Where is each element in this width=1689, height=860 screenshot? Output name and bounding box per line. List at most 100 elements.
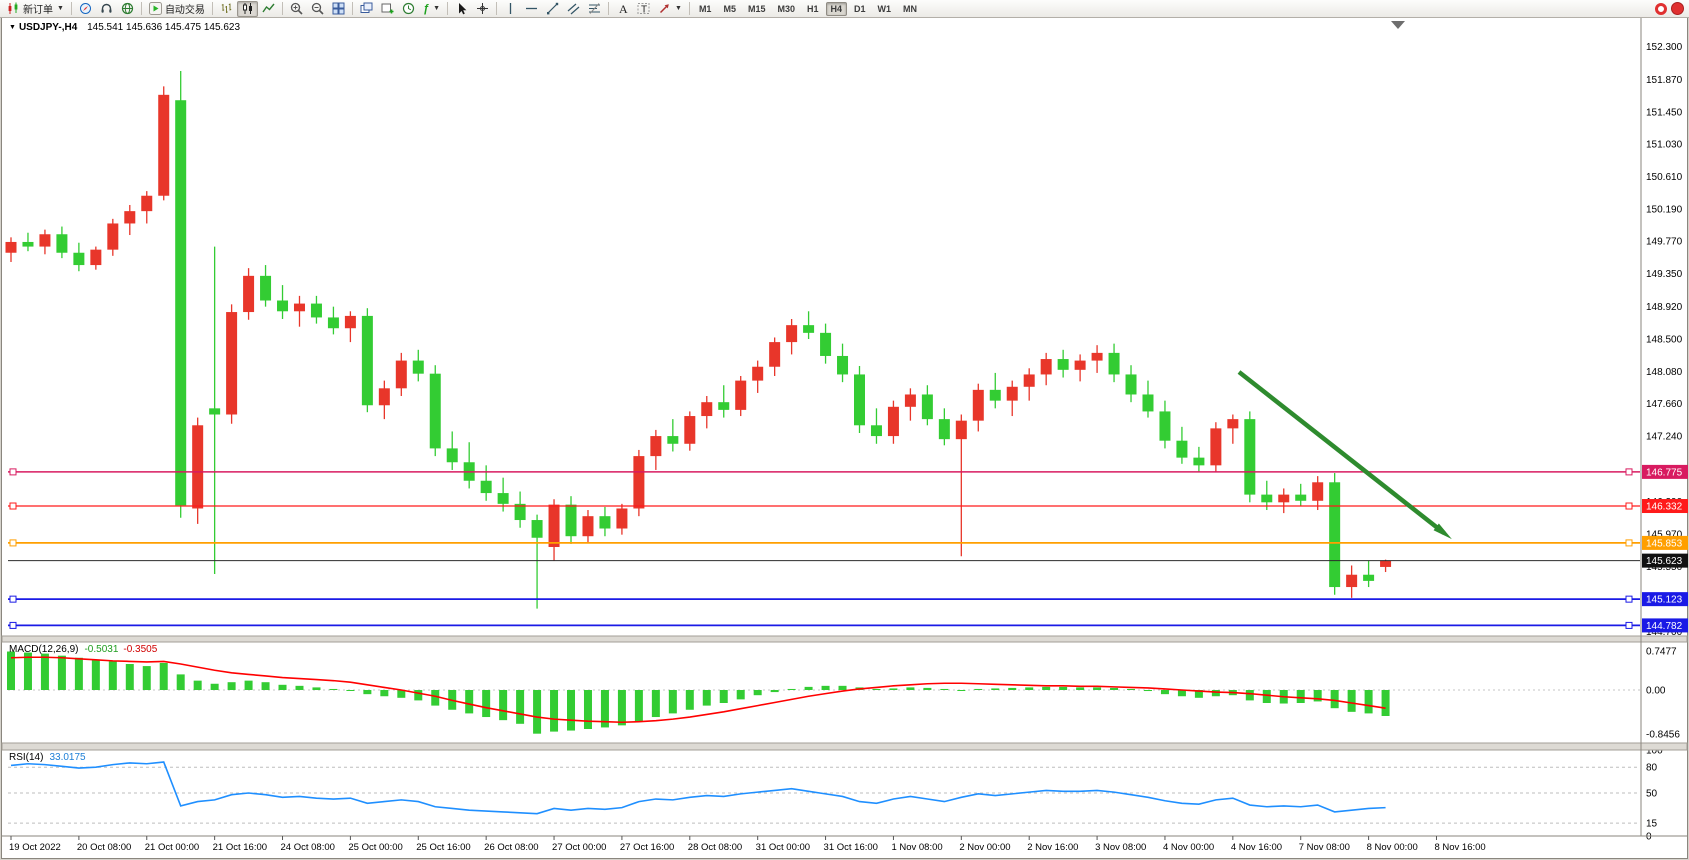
candle [531, 514, 543, 609]
vertical-line-button[interactable] [500, 1, 521, 17]
line-handle[interactable] [9, 468, 17, 476]
time-axis-label: 27 Oct 16:00 [620, 842, 674, 853]
macd-bar [1381, 690, 1390, 716]
time-axis-label: 31 Oct 16:00 [824, 842, 878, 853]
price-tag-145.853: 145.853 [1642, 535, 1688, 550]
macd-bar [838, 685, 847, 690]
autotrading-button[interactable]: 自动交易 [145, 1, 209, 17]
toolbar-separator [496, 2, 497, 15]
candle [921, 385, 933, 426]
candle [735, 375, 747, 417]
pane-splitter[interactable] [1, 742, 1688, 751]
new-order-button[interactable]: 新订单 ▼ [3, 1, 68, 17]
new-chart-button[interactable] [377, 1, 398, 17]
macd-bar [1262, 690, 1271, 703]
line-handle[interactable] [1625, 595, 1633, 603]
time-axis-label: 24 Oct 08:00 [281, 842, 335, 853]
line-handle[interactable] [9, 502, 17, 510]
timeframe-m1-button[interactable]: M1 [694, 2, 717, 16]
macd-bar [872, 688, 881, 690]
period-clock-button[interactable] [398, 1, 419, 17]
candle [412, 349, 424, 382]
timeframe-w1-button[interactable]: W1 [873, 2, 897, 16]
macd-bar [499, 690, 508, 721]
line-handle[interactable] [1625, 621, 1633, 629]
macd-bar [346, 690, 355, 691]
timeframe-h1-button[interactable]: H1 [802, 2, 824, 16]
text-button[interactable]: A [612, 1, 633, 17]
candle [73, 242, 85, 272]
channel-button[interactable] [563, 1, 584, 17]
svg-text:145.623: 145.623 [1646, 556, 1683, 567]
macd-bar [414, 690, 423, 701]
line-handle[interactable] [9, 539, 17, 547]
macd-bar [244, 680, 253, 690]
line-handle[interactable] [1625, 502, 1633, 510]
toolbar-separator [608, 2, 609, 15]
zoom-out-button[interactable] [307, 1, 328, 17]
clock-icon [402, 2, 415, 15]
price-axis-label: 150.610 [1646, 172, 1683, 183]
line-handle[interactable] [1625, 539, 1633, 547]
line-handle[interactable] [9, 621, 17, 629]
time-axis-label: 2 Nov 00:00 [959, 842, 1010, 853]
timeframe-m30-button[interactable]: M30 [772, 2, 800, 16]
candle [1023, 368, 1035, 401]
chart-shift-marker[interactable] [1391, 21, 1405, 29]
trendline-button[interactable] [542, 1, 563, 17]
line-handle[interactable] [9, 595, 17, 603]
macd-bar [668, 690, 677, 714]
record-ring-icon[interactable] [1655, 2, 1667, 15]
candle [820, 323, 832, 364]
macd-bar [702, 690, 711, 706]
horizontal-line-icon [526, 7, 537, 10]
candle [1108, 343, 1120, 383]
candle [107, 218, 119, 256]
trend-arrow[interactable] [1237, 370, 1452, 540]
bar-chart-button[interactable] [216, 1, 237, 17]
crosshair-button[interactable] [472, 1, 493, 17]
pane-splitter[interactable] [1, 635, 1688, 643]
line-chart-button[interactable] [258, 1, 279, 17]
timeframe-d1-button[interactable]: D1 [849, 2, 871, 16]
candle [175, 70, 187, 518]
fibonacci-button[interactable] [584, 1, 605, 17]
zoom-out-icon [311, 2, 324, 15]
macd-bar [923, 687, 932, 690]
price-axis-label: 151.030 [1646, 140, 1683, 151]
macd-bar [889, 688, 898, 690]
cursor-button[interactable] [451, 1, 472, 17]
timeframe-h4-button[interactable]: H4 [825, 1, 848, 16]
price-axis-label: 152.300 [1646, 42, 1683, 53]
macd-axis-label: 0.00 [1646, 686, 1666, 697]
macd-bar [74, 657, 83, 690]
timeframe-m5-button[interactable]: M5 [718, 2, 741, 16]
guide-button[interactable] [75, 1, 96, 17]
indicators-button[interactable]: ƒ ▼ [419, 1, 444, 17]
community-button[interactable] [117, 1, 138, 17]
support-button[interactable] [96, 1, 117, 17]
zoom-in-button[interactable] [286, 1, 307, 17]
timeframe-mn-button[interactable]: MN [898, 2, 922, 16]
horizontal-line-button[interactable] [521, 1, 542, 17]
candle [1057, 349, 1069, 378]
tile-windows-button[interactable] [328, 1, 349, 17]
alert-badge-icon[interactable] [1671, 2, 1684, 15]
candle [395, 352, 407, 397]
timeframe-m15-button[interactable]: M15 [743, 2, 771, 16]
cascade-windows-button[interactable] [356, 1, 377, 17]
text-label-button[interactable]: T [633, 1, 654, 17]
macd-bar [906, 687, 915, 690]
cursor-icon [459, 3, 467, 15]
rsi-axis-label: 100 [1646, 746, 1663, 757]
time-axis-label: 4 Nov 00:00 [1163, 842, 1214, 853]
toolbar-separator [447, 2, 448, 15]
price-axis-label: 148.920 [1646, 302, 1683, 313]
candle [887, 400, 899, 444]
arrows-tool-button[interactable]: ▼ [654, 1, 686, 17]
channel-icon [567, 3, 580, 15]
line-handle[interactable] [1625, 468, 1633, 476]
candlestick-chart-button[interactable] [236, 0, 258, 17]
candle [1329, 473, 1341, 595]
